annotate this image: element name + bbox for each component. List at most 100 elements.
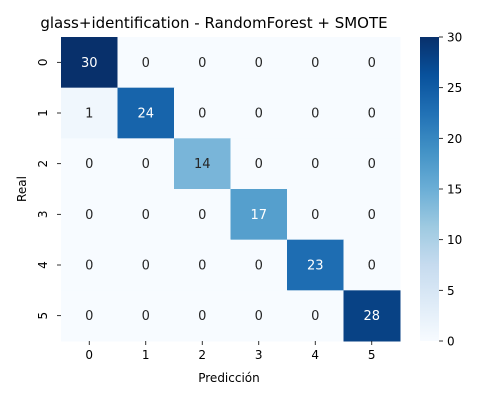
cell-value-label: 24 xyxy=(137,107,154,122)
colorbar-tick-label: 5 xyxy=(447,284,455,298)
heatmap-cell xyxy=(117,87,175,139)
cell-value-label: 0 xyxy=(198,107,206,122)
cell-value-label: 0 xyxy=(142,56,150,71)
heatmap-cell xyxy=(230,290,288,342)
colorbar-tick-label: 20 xyxy=(447,132,462,146)
heatmap-cell xyxy=(287,87,344,139)
heatmap-cell xyxy=(230,239,288,291)
cell-value-label: 30 xyxy=(81,56,98,71)
cell-value-label: 0 xyxy=(198,309,206,324)
cell-value-label: 0 xyxy=(255,259,263,274)
heatmap-cell xyxy=(343,138,401,190)
colorbar xyxy=(420,37,439,341)
heatmap-cell xyxy=(117,239,175,291)
cell-value-label: 17 xyxy=(250,208,267,223)
heatmap-cell xyxy=(61,189,118,241)
heatmap-cell xyxy=(61,290,118,342)
colorbar-tick-label: 0 xyxy=(447,335,455,349)
cell-value-label: 28 xyxy=(363,309,380,324)
heatmap-cell xyxy=(61,37,118,89)
cell-value-label: 0 xyxy=(142,208,150,223)
heatmap-cell xyxy=(61,138,118,190)
x-tick-label: 3 xyxy=(255,348,263,362)
x-tick-label: 0 xyxy=(85,348,93,362)
x-axis-label: Predicción xyxy=(198,371,260,385)
cell-value-label: 0 xyxy=(255,56,263,71)
heatmap-cell xyxy=(230,138,288,190)
cell-value-label: 0 xyxy=(255,309,263,324)
y-axis-ticks: 0 1 2 3 4 5 xyxy=(36,59,61,320)
cell-value-label: 0 xyxy=(198,56,206,71)
x-tick-label: 5 xyxy=(368,348,376,362)
heatmap-cell xyxy=(343,290,401,342)
heatmap-cell xyxy=(287,37,344,89)
y-tick-label: 3 xyxy=(36,211,50,219)
cell-value-label: 0 xyxy=(311,309,319,324)
colorbar-tick-label: 25 xyxy=(447,81,462,95)
heatmap-cell xyxy=(117,37,175,89)
heatmap-cell xyxy=(174,189,231,241)
cell-value-label: 0 xyxy=(368,259,376,274)
colorbar-tick-label: 15 xyxy=(447,183,462,197)
x-tick-label: 2 xyxy=(198,348,206,362)
heatmap-cell xyxy=(343,87,401,139)
heatmap-cell xyxy=(287,138,344,190)
cell-value-label: 0 xyxy=(311,208,319,223)
cell-value-label: 0 xyxy=(198,208,206,223)
heatmap-cell xyxy=(343,239,401,291)
cell-value-label: 0 xyxy=(368,107,376,122)
heatmap-cell xyxy=(117,290,175,342)
chart-title: glass+identification - RandomForest + SM… xyxy=(40,14,387,32)
heatmap-cell xyxy=(287,189,344,241)
heatmap-cell xyxy=(61,239,118,291)
heatmap-cell xyxy=(174,87,231,139)
heatmap-cell xyxy=(174,239,231,291)
cell-value-label: 0 xyxy=(85,259,93,274)
heatmap-cell xyxy=(174,37,231,89)
heatmap-cell xyxy=(230,189,288,241)
cell-value-label: 0 xyxy=(85,157,93,172)
cell-value-label: 0 xyxy=(311,157,319,172)
x-axis-ticks: 0 1 2 3 4 5 xyxy=(85,341,376,362)
heatmap-cell xyxy=(343,189,401,241)
y-tick-label: 5 xyxy=(36,312,50,320)
colorbar-ticks: 0 5 10 15 20 25 30 xyxy=(439,31,462,349)
cell-value-label: 0 xyxy=(255,107,263,122)
x-tick-label: 4 xyxy=(311,348,319,362)
heatmap-cell xyxy=(117,138,175,190)
colorbar-tick-label: 10 xyxy=(447,233,462,247)
cell-value-label: 0 xyxy=(311,107,319,122)
cell-value-label: 0 xyxy=(142,309,150,324)
cell-value-label: 0 xyxy=(85,208,93,223)
heatmap-cell xyxy=(287,290,344,342)
heatmap-grid: 30 0 0 0 0 0 1 24 0 0 0 0 0 0 14 0 0 0 0 0 0 17 0 0 0 0 0 0 23 0 0 0 0 0 0… xyxy=(61,37,401,342)
y-tick-label: 4 xyxy=(36,261,50,269)
y-tick-label: 2 xyxy=(36,160,50,168)
y-tick-label: 1 xyxy=(36,109,50,117)
x-tick-label: 1 xyxy=(142,348,150,362)
cell-value-label: 0 xyxy=(368,56,376,71)
heatmap-cell xyxy=(117,189,175,241)
cell-value-label: 0 xyxy=(142,157,150,172)
cell-value-label: 0 xyxy=(198,259,206,274)
cell-value-label: 0 xyxy=(368,208,376,223)
heatmap-cell xyxy=(61,87,118,139)
colorbar-tick-label: 30 xyxy=(447,31,462,45)
cell-value-label: 0 xyxy=(311,56,319,71)
heatmap-cell xyxy=(343,37,401,89)
heatmap-cell xyxy=(174,138,231,190)
cell-value-label: 1 xyxy=(85,107,93,122)
cell-value-label: 0 xyxy=(368,157,376,172)
y-tick-label: 0 xyxy=(36,59,50,67)
heatmap-cell xyxy=(174,290,231,342)
heatmap-cell xyxy=(230,37,288,89)
heatmap-cell xyxy=(287,239,344,291)
y-axis-label: Real xyxy=(15,176,29,202)
cell-value-label: 0 xyxy=(255,157,263,172)
cell-value-label: 0 xyxy=(85,309,93,324)
cell-value-label: 23 xyxy=(307,259,324,274)
cell-value-label: 0 xyxy=(142,259,150,274)
heatmap-cell xyxy=(230,87,288,139)
cell-value-label: 14 xyxy=(194,157,211,172)
